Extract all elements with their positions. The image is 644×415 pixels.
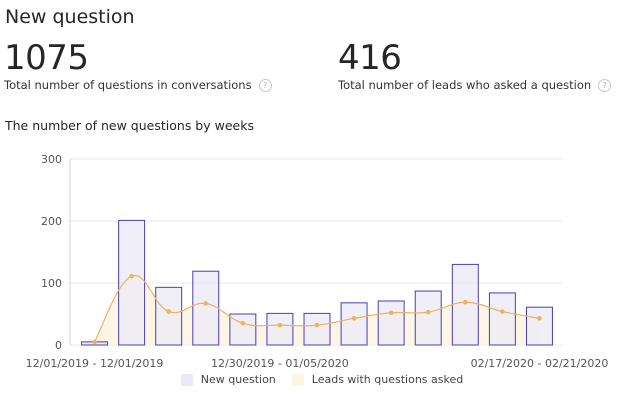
leads-point: [92, 339, 97, 345]
y-tick-label: 300: [41, 153, 62, 166]
help-icon[interactable]: ?: [598, 78, 612, 92]
y-tick-label: 200: [41, 215, 62, 228]
legend-item-new-question[interactable]: New question: [180, 373, 276, 386]
leads-point: [388, 310, 394, 316]
x-tick-label: 02/17/2020 - 02/21/2020: [471, 357, 609, 370]
bar-new-question: [377, 300, 405, 346]
bar-new-question: [414, 290, 442, 346]
leads-point: [277, 322, 283, 328]
metric-label: Total number of leads who asked a questi…: [338, 78, 612, 92]
chart-legend: New question Leads with questions asked: [0, 373, 644, 386]
page-title: New question: [5, 6, 135, 28]
chart-title: The number of new questions by weeks: [5, 118, 254, 133]
bar-new-question: [229, 313, 257, 346]
metric-total-questions: 1075 Total number of questions in conver…: [4, 38, 272, 92]
help-icon[interactable]: ?: [258, 78, 272, 92]
bar-new-question: [451, 263, 479, 346]
x-tick-label: 12/30/2019 - 01/05/2020: [211, 357, 349, 370]
leads-point: [351, 316, 357, 321]
metric-value: 416: [338, 38, 402, 78]
leads-point: [203, 301, 209, 306]
bar-new-question: [340, 302, 368, 346]
y-tick-label: 100: [41, 277, 62, 290]
metric-label-text: Total number of leads who asked a questi…: [338, 78, 592, 92]
leads-point: [463, 299, 468, 305]
bar-new-question: [118, 219, 146, 346]
leads-point: [537, 316, 542, 321]
bar-new-question: [525, 306, 553, 346]
bar-new-question: [488, 292, 516, 346]
leads-point: [500, 309, 505, 314]
leads-point: [314, 322, 320, 328]
leads-point: [425, 309, 431, 315]
leads-point: [166, 309, 171, 314]
x-tick-label: 12/01/2019 - 12/01/2019: [26, 357, 164, 370]
legend-swatch: [180, 373, 193, 386]
legend-item-leads[interactable]: Leads with questions asked: [291, 373, 464, 386]
legend-swatch: [291, 373, 304, 386]
y-tick-label: 0: [55, 339, 62, 352]
bar-new-question: [192, 270, 220, 346]
metric-total-leads: 416 Total number of leads who asked a qu…: [338, 38, 612, 92]
metric-label-text: Total number of questions in conversatio…: [4, 78, 252, 92]
leads-point: [240, 321, 246, 326]
metric-label: Total number of questions in conversatio…: [4, 78, 272, 92]
leads-point: [129, 273, 134, 279]
bar-new-question: [266, 312, 294, 346]
legend-label: New question: [200, 373, 276, 386]
metric-value: 1075: [4, 38, 89, 78]
questions-by-week-chart: 0 100 200 300 12/01/2019 - 12/01/2019 12/30/2…: [26, 153, 609, 370]
legend-label: Leads with questions asked: [311, 373, 464, 386]
bar-new-question: [303, 312, 331, 346]
bar-new-question: [155, 286, 183, 346]
